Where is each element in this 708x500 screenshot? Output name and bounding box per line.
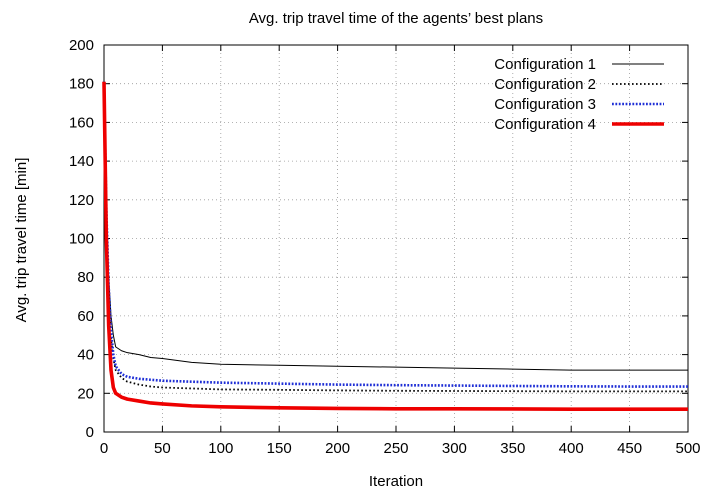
axes: 0 50 100 150 200 250 300 350 400 450 500 0 20 40 60 80 1… xyxy=(69,37,701,457)
series-line-4 xyxy=(102,81,688,411)
x-tick-label: 50 xyxy=(154,440,171,457)
x-axis-label: Iteration xyxy=(369,473,423,490)
y-tick-label: 0 xyxy=(86,424,94,441)
legend: Configuration 1 Configuration 2 Configurat… xyxy=(494,56,664,133)
x-tick-label: 150 xyxy=(267,440,292,457)
x-tick-label: 200 xyxy=(325,440,350,457)
y-tick-label: 140 xyxy=(69,153,94,170)
x-tick-label: 250 xyxy=(383,440,408,457)
x-tick-label: 500 xyxy=(675,440,700,457)
y-tick-label: 20 xyxy=(77,385,94,402)
x-tick-label: 450 xyxy=(617,440,642,457)
y-tick-label: 180 xyxy=(69,76,94,93)
y-tick-label: 80 xyxy=(77,269,94,286)
x-tick-label: 100 xyxy=(208,440,233,457)
series-lines xyxy=(102,81,688,411)
x-tick-label: 0 xyxy=(100,440,108,457)
y-tick-label: 120 xyxy=(69,192,94,209)
x-tick-label: 350 xyxy=(500,440,525,457)
grid-lines xyxy=(104,45,688,432)
series-line-1 xyxy=(103,81,688,371)
y-tick-label: 200 xyxy=(69,37,94,54)
legend-label-4: Configuration 4 xyxy=(494,116,596,133)
y-tick-label: 60 xyxy=(77,308,94,325)
chart-title: Avg. trip travel time of the agents’ bes… xyxy=(249,10,543,27)
series-line-2 xyxy=(103,81,688,393)
x-tick-label: 400 xyxy=(559,440,584,457)
y-tick-label: 100 xyxy=(69,231,94,248)
x-tick-label: 300 xyxy=(442,440,467,457)
series-line-3 xyxy=(102,81,688,388)
legend-label-1: Configuration 1 xyxy=(494,56,596,73)
y-axis-label: Avg. trip travel time [min] xyxy=(13,158,30,323)
legend-label-3: Configuration 3 xyxy=(494,96,596,113)
legend-label-2: Configuration 2 xyxy=(494,76,596,93)
y-tick-label: 160 xyxy=(69,114,94,131)
y-tick-label: 40 xyxy=(77,347,94,364)
